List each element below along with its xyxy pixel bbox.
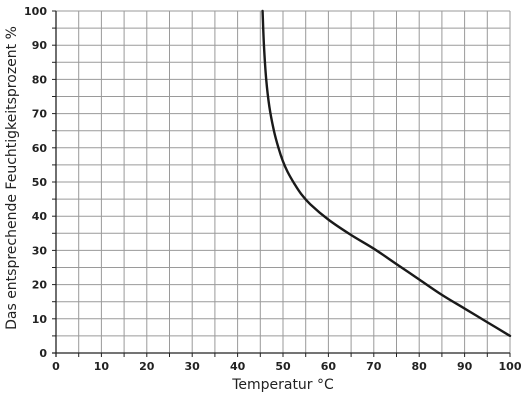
grid [55, 10, 511, 354]
x-axis-title: Temperatur °C [231, 377, 334, 393]
tick-labels: 0 10 20 30 40 50 60 70 80 90 100 0 10 20 30 40 50 60 70 80 9… [24, 5, 521, 373]
x-tick-label: 80 [412, 360, 428, 373]
y-tick-label: 100 [24, 5, 47, 18]
series-line [261, 9, 512, 338]
y-tick-label: 10 [32, 313, 48, 326]
y-tick-label: 0 [39, 347, 47, 360]
x-tick-label: 70 [366, 360, 382, 373]
x-tick-label: 60 [321, 360, 337, 373]
y-tick-label: 90 [32, 39, 48, 52]
y-tick-label: 60 [32, 142, 48, 155]
x-tick-label: 40 [230, 360, 246, 373]
y-tick-label: 30 [32, 244, 48, 257]
x-tick-label: 10 [94, 360, 110, 373]
axes [52, 10, 511, 357]
y-tick-label: 80 [32, 73, 48, 86]
y-tick-label: 40 [32, 210, 48, 223]
x-tick-label: 100 [499, 360, 521, 373]
x-tick-label: 30 [185, 360, 201, 373]
series [261, 9, 512, 338]
y-axis-title: Das entsprechende Feuchtigkeitsprozent % [4, 26, 20, 330]
y-tick-label: 20 [32, 279, 48, 292]
y-tick-label: 50 [32, 176, 48, 189]
x-tick-label: 0 [52, 360, 60, 373]
x-tick-label: 90 [457, 360, 473, 373]
y-tick-label: 70 [32, 108, 48, 121]
x-tick-label: 50 [275, 360, 291, 373]
x-tick-label: 20 [139, 360, 155, 373]
